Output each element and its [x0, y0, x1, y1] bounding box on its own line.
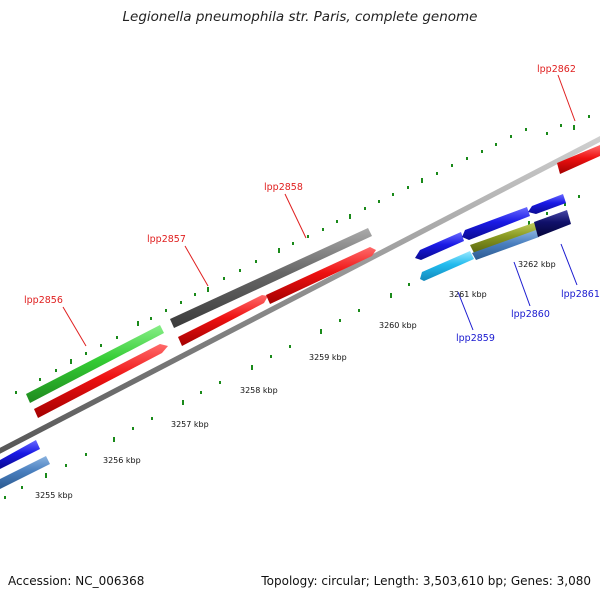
kbp-label-3262: 3262 kbp	[518, 260, 556, 269]
gene-label-lpp2858: lpp2858	[264, 182, 303, 193]
feature-blue-left	[0, 440, 40, 469]
kbp-tick-labels: 3255 kbp 3256 kbp 3257 kbp 3258 kbp 3259…	[35, 260, 556, 500]
kbp-label-3255: 3255 kbp	[35, 491, 73, 500]
feature-blue-a	[415, 232, 464, 260]
feature-olive-lpp2860	[470, 222, 539, 253]
gene-labels: lpp2856 lpp2857 lpp2858 lpp2862 lpp2859 …	[24, 64, 600, 344]
gene-label-lpp2862: lpp2862	[537, 64, 576, 75]
map-title: Legionella pneumophila str. Paris, compl…	[122, 9, 478, 25]
kbp-label-3261: 3261 kbp	[449, 290, 487, 299]
gene-label-lpp2857: lpp2857	[147, 234, 186, 245]
gene-label-lpp2859: lpp2859	[456, 333, 495, 344]
feature-blue-c	[528, 194, 566, 214]
accession-text: Accession: NC_006368	[8, 574, 145, 588]
feature-red-top-right	[557, 145, 600, 174]
gene-label-lpp2861: lpp2861	[561, 289, 600, 300]
forward-red-arrows	[34, 247, 376, 418]
gene-label-lpp2860: lpp2860	[511, 309, 550, 320]
gene-label-lpp2856: lpp2856	[24, 295, 63, 306]
feature-red-lpp2858	[266, 247, 376, 304]
feature-steel-lpp2860	[472, 230, 539, 260]
feature-gray	[170, 228, 372, 328]
feature-lightblue-lpp2859	[420, 251, 474, 281]
outer-tick-track	[15, 115, 590, 394]
forward-features	[26, 145, 600, 403]
feature-red-lpp2857	[178, 295, 268, 346]
feature-green	[26, 325, 164, 403]
gene-callout-lines	[62, 74, 578, 347]
topology-text: Topology: circular; Length: 3,503,610 bp…	[261, 574, 591, 588]
kbp-label-3258: 3258 kbp	[240, 386, 278, 395]
genome-backbone	[0, 136, 600, 454]
kbp-label-3259: 3259 kbp	[309, 353, 347, 362]
feature-blue-b	[462, 207, 530, 240]
feature-red-lpp2856	[34, 344, 168, 418]
reverse-features	[0, 194, 571, 489]
kbp-label-3257: 3257 kbp	[171, 420, 209, 429]
feature-steel-left	[0, 456, 50, 489]
kbp-label-3260: 3260 kbp	[379, 321, 417, 330]
feature-navy-lpp2861	[534, 210, 571, 237]
kbp-label-3256: 3256 kbp	[103, 456, 141, 465]
